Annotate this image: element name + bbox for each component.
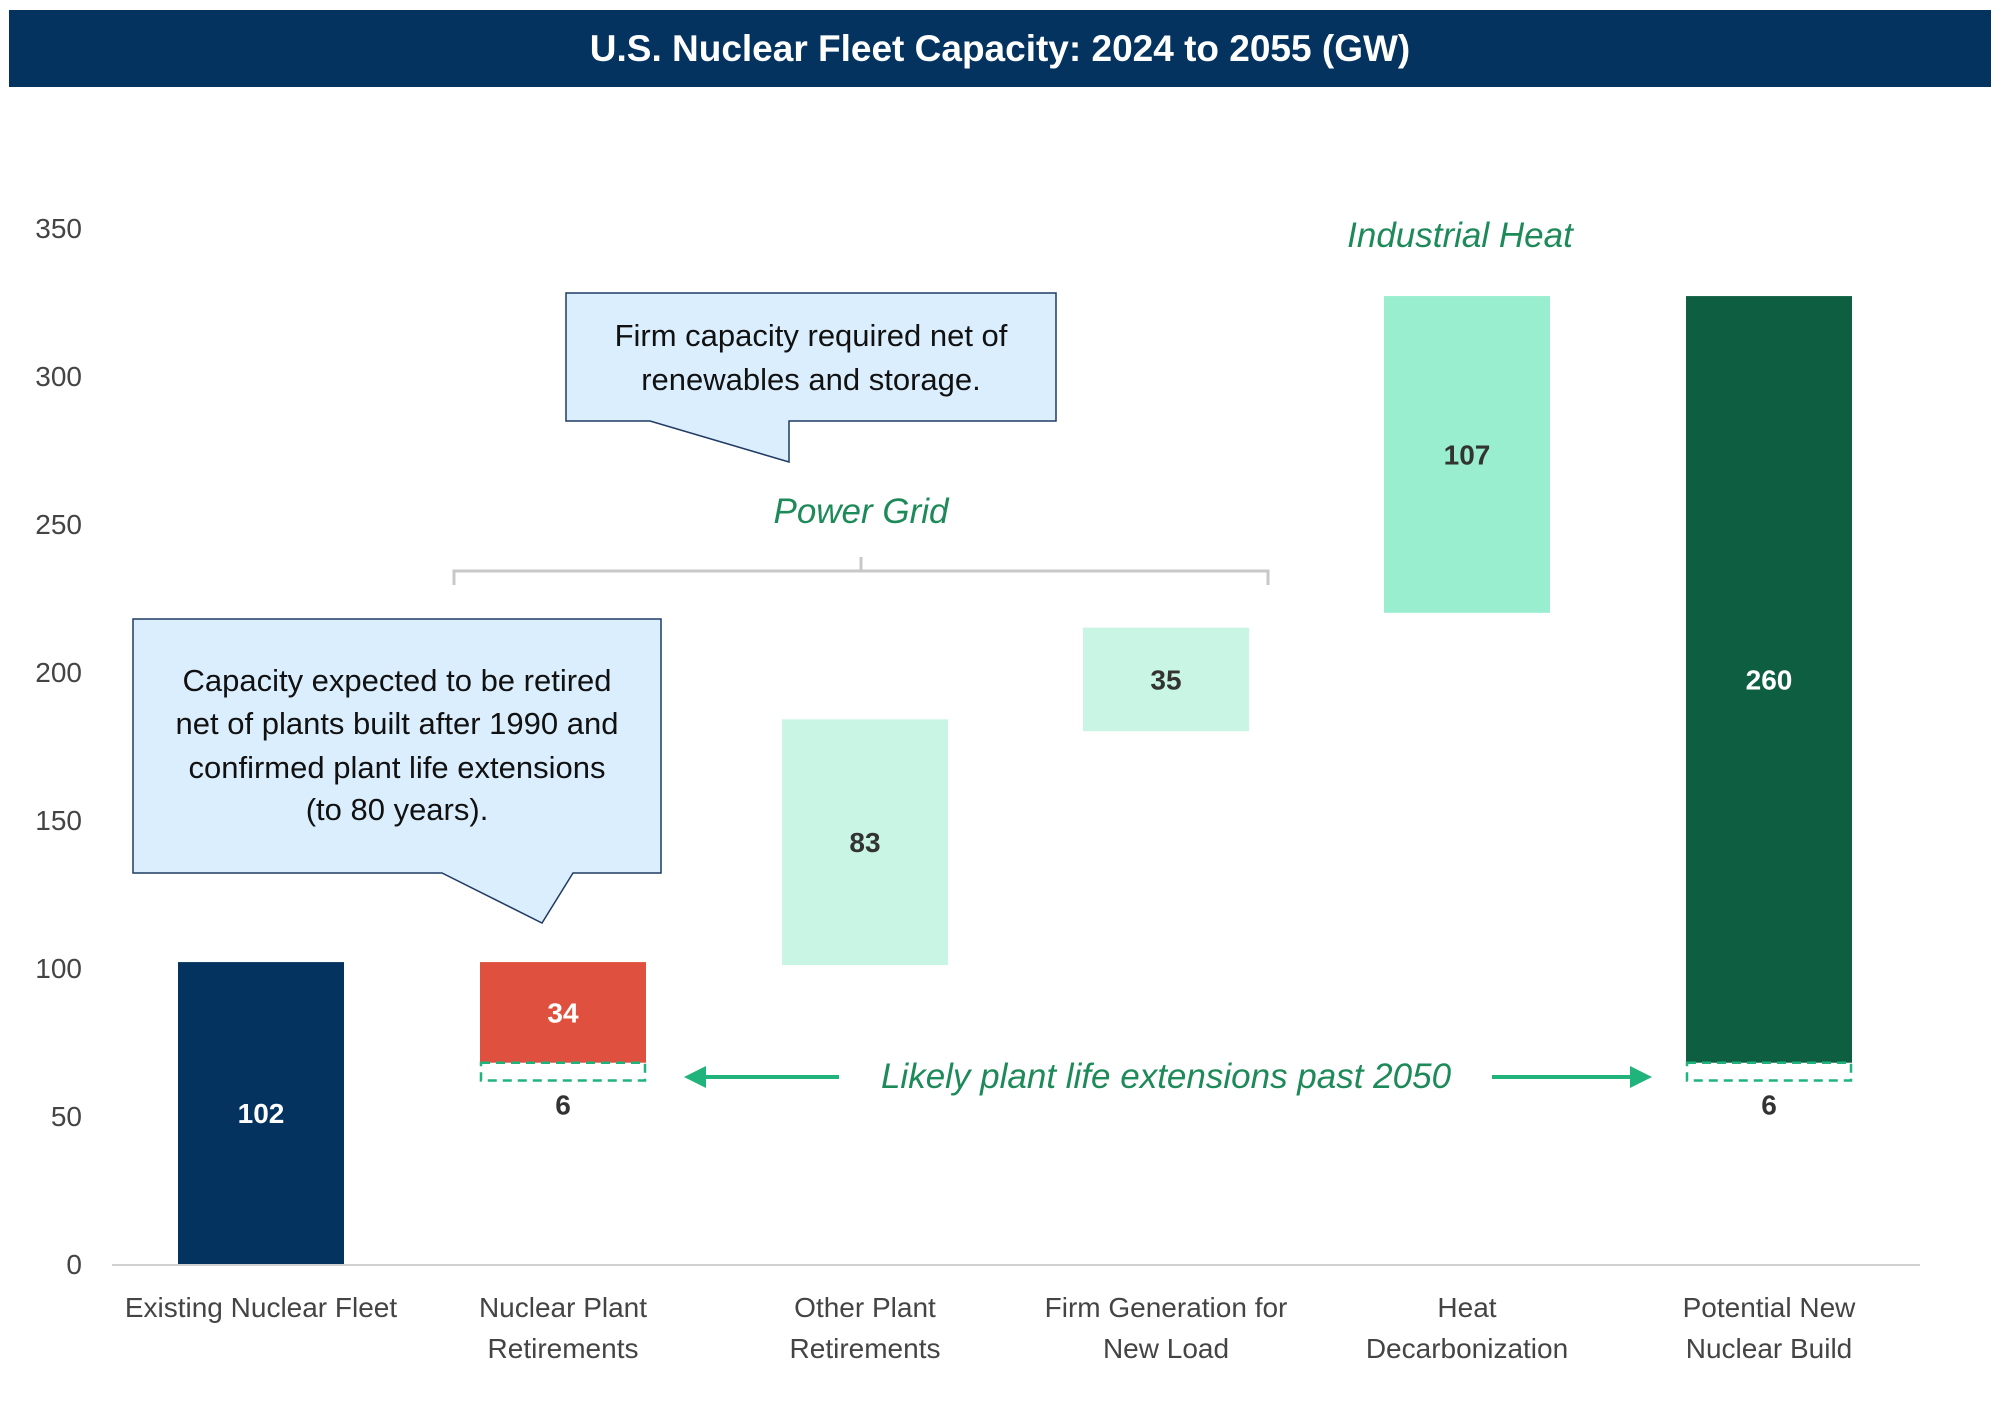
- dashed-extension-label: 6: [1761, 1089, 1777, 1120]
- x-category-label: Nuclear Build: [1686, 1333, 1853, 1364]
- callout-firm-line-1: Firm capacity required net of: [615, 318, 1008, 353]
- bar-data-label: 34: [547, 997, 579, 1028]
- bar-data-label: 83: [849, 827, 880, 858]
- y-tick-label: 50: [51, 1101, 82, 1132]
- callout-retired-line-3: confirmed plant life extensions: [188, 750, 605, 785]
- power-grid-label: Power Grid: [773, 492, 950, 531]
- dashed-extension-bar: [1685, 1061, 1853, 1082]
- y-tick-label: 100: [35, 953, 82, 984]
- y-tick-label: 250: [35, 509, 82, 540]
- callout-retired-box: [132, 618, 662, 924]
- bar: [1686, 296, 1852, 1063]
- x-category-label: Potential New: [1683, 1292, 1857, 1323]
- x-category-label: Firm Generation for: [1045, 1292, 1288, 1323]
- x-category-label: Existing Nuclear Fleet: [125, 1292, 398, 1323]
- x-category-label: New Load: [1103, 1333, 1229, 1364]
- arrow-right-icon: [1630, 1066, 1652, 1088]
- arrow-left-icon: [684, 1066, 706, 1088]
- x-category-label: Retirements: [790, 1333, 941, 1364]
- x-category-label: Heat: [1437, 1292, 1496, 1323]
- y-tick-label: 200: [35, 657, 82, 688]
- callout-retired-line-1: Capacity expected to be retired: [182, 663, 611, 698]
- extensions-label: Likely plant life extensions past 2050: [881, 1057, 1452, 1096]
- dashed-extension-bar: [479, 1061, 647, 1082]
- bar-data-label: 107: [1444, 439, 1491, 470]
- power-grid-bracket: [452, 557, 1270, 585]
- callout-retired-line-2: net of plants built after 1990 and: [176, 706, 619, 741]
- callout-firm-line-2: renewables and storage.: [641, 362, 981, 397]
- title-bar: [9, 10, 1991, 87]
- y-tick-label: 350: [35, 213, 82, 244]
- x-category-label: Other Plant: [794, 1292, 936, 1323]
- bar: [1384, 296, 1550, 613]
- bar: [782, 719, 948, 966]
- bar: [1083, 627, 1249, 732]
- x-category-label: Retirements: [488, 1333, 639, 1364]
- callout-firm-box: [565, 292, 1057, 464]
- callout-retired-line-4: (to 80 years).: [306, 792, 489, 827]
- bar-data-label: 260: [1746, 664, 1793, 695]
- bar-data-label: 35: [1150, 664, 1181, 695]
- chart-title: U.S. Nuclear Fleet Capacity: 2024 to 205…: [590, 28, 1410, 69]
- bar-data-label: 102: [238, 1098, 285, 1129]
- dashed-extension-label: 6: [555, 1089, 571, 1120]
- x-category-label: Decarbonization: [1366, 1333, 1568, 1364]
- y-tick-label: 0: [66, 1249, 82, 1280]
- x-category-label: Nuclear Plant: [479, 1292, 647, 1323]
- bar: [178, 962, 344, 1264]
- y-tick-label: 300: [35, 361, 82, 392]
- bar: [480, 962, 646, 1063]
- y-tick-label: 150: [35, 805, 82, 836]
- industrial-heat-label: Industrial Heat: [1347, 216, 1574, 255]
